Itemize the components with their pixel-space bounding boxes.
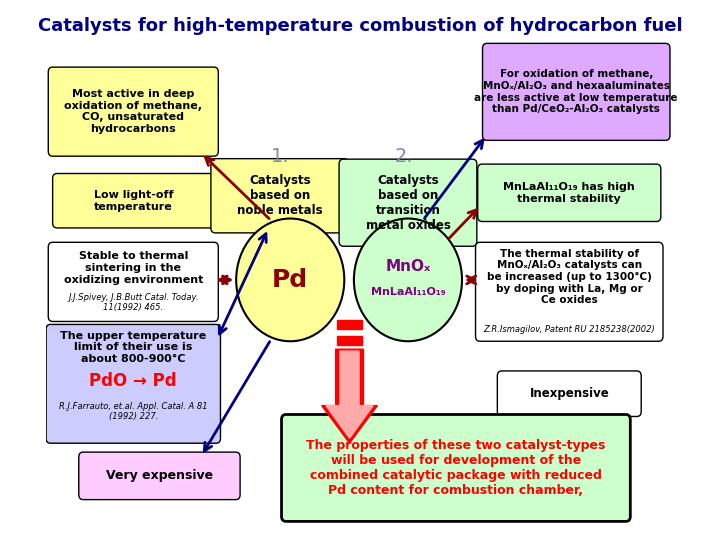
Text: The thermal stability of
MnOₓ/Al₂O₃ catalysts can
be increased (up to 1300°C)
by: The thermal stability of MnOₓ/Al₂O₃ cata…	[487, 249, 652, 305]
Circle shape	[236, 219, 344, 341]
Text: Z.R.Ismagilov, Patent RU 2185238(2002): Z.R.Ismagilov, Patent RU 2185238(2002)	[483, 325, 655, 334]
FancyArrow shape	[326, 351, 373, 438]
FancyBboxPatch shape	[482, 43, 670, 140]
Text: For oxidation of methane,
MnOₓ/Al₂O₃ and hexaaluminates
are less active at low t: For oxidation of methane, MnOₓ/Al₂O₃ and…	[474, 70, 678, 114]
Bar	[338, 336, 361, 345]
Text: 2.: 2.	[395, 147, 413, 166]
FancyArrow shape	[322, 349, 377, 443]
FancyBboxPatch shape	[477, 164, 661, 221]
Text: The properties of these two catalyst-types
will be used for development of the
c: The properties of these two catalyst-typ…	[306, 439, 606, 497]
Text: Stable to thermal
sintering in the
oxidizing environment: Stable to thermal sintering in the oxidi…	[63, 252, 203, 285]
Text: Catalysts for high-temperature combustion of hydrocarbon fuel: Catalysts for high-temperature combustio…	[37, 17, 683, 35]
FancyBboxPatch shape	[46, 325, 220, 443]
FancyBboxPatch shape	[48, 242, 218, 321]
FancyBboxPatch shape	[211, 159, 348, 233]
Text: Catalysts
based on
transition
metal oxides: Catalysts based on transition metal oxid…	[366, 174, 451, 232]
Text: MnLaAl₁₁O₁₉ has high
thermal stability: MnLaAl₁₁O₁₉ has high thermal stability	[503, 182, 635, 204]
Text: Most active in deep
oxidation of methane,
CO, unsaturated
hydrocarbons: Most active in deep oxidation of methane…	[64, 89, 202, 134]
Text: Inexpensive: Inexpensive	[529, 387, 609, 400]
Text: Low light-off
temperature: Low light-off temperature	[94, 190, 173, 212]
Text: The upper temperature
limit of their use is
about 800-900°C: The upper temperature limit of their use…	[60, 330, 207, 364]
Bar	[338, 320, 361, 329]
FancyBboxPatch shape	[282, 415, 630, 522]
Text: MnOₓ: MnOₓ	[385, 259, 431, 274]
FancyBboxPatch shape	[498, 371, 642, 416]
FancyBboxPatch shape	[475, 242, 663, 341]
Text: Very expensive: Very expensive	[106, 469, 213, 482]
Text: R.J.Farrauto, et.al. Appl. Catal. A 81
(1992) 227.: R.J.Farrauto, et.al. Appl. Catal. A 81 (…	[59, 402, 207, 421]
Text: J.J.Spivey, J.B.Butt Catal. Today.
11(1992) 465.: J.J.Spivey, J.B.Butt Catal. Today. 11(19…	[68, 293, 199, 312]
Text: Pd: Pd	[272, 268, 308, 292]
Text: PdO → Pd: PdO → Pd	[89, 372, 177, 390]
Text: Catalysts
based on
noble metals: Catalysts based on noble metals	[237, 174, 323, 217]
FancyBboxPatch shape	[78, 452, 240, 500]
Text: 1.: 1.	[271, 147, 289, 166]
FancyBboxPatch shape	[53, 173, 214, 228]
Text: MnLaAl₁₁O₁₉: MnLaAl₁₁O₁₉	[371, 287, 445, 297]
FancyBboxPatch shape	[339, 159, 477, 246]
FancyBboxPatch shape	[48, 67, 218, 156]
Circle shape	[354, 219, 462, 341]
